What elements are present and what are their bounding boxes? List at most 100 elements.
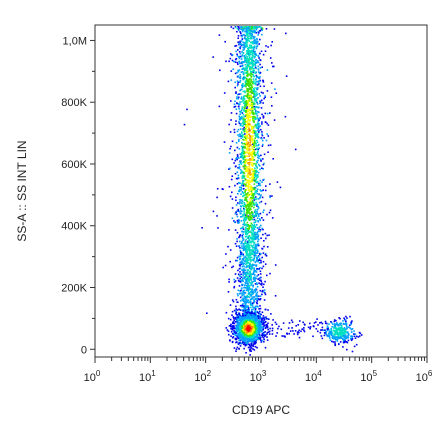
event-dot — [246, 166, 248, 168]
event-dot — [267, 331, 270, 333]
event-dot — [255, 322, 258, 325]
event-dot — [319, 331, 322, 334]
event-dot — [253, 206, 255, 209]
event-dot — [238, 43, 240, 46]
event-dot — [255, 305, 258, 308]
event-dot — [249, 144, 251, 146]
event-dot — [256, 285, 259, 288]
event-dot — [254, 192, 256, 194]
event-dot — [255, 160, 258, 163]
event-dot — [246, 57, 248, 60]
event-dot — [255, 71, 257, 73]
event-dot — [255, 181, 257, 183]
event-dot — [246, 74, 248, 77]
event-dot — [252, 93, 255, 95]
event-dot — [251, 311, 253, 313]
event-dot — [251, 26, 253, 29]
event-dot — [291, 327, 293, 329]
event-dot — [244, 248, 246, 250]
event-dot — [270, 44, 272, 47]
event-dot — [231, 198, 234, 200]
event-dot — [256, 336, 259, 339]
event-dot — [252, 175, 254, 178]
event-dot — [254, 339, 257, 341]
event-dot — [248, 338, 251, 341]
event-dot — [253, 70, 256, 72]
event-dot — [243, 100, 245, 103]
event-dot — [242, 34, 244, 36]
event-dot — [256, 38, 259, 41]
event-dot — [256, 60, 259, 62]
event-dot — [238, 221, 240, 224]
event-dot — [276, 181, 279, 183]
event-dot — [256, 282, 258, 284]
event-dot — [253, 256, 256, 258]
event-dot — [236, 293, 239, 295]
event-dot — [343, 318, 346, 321]
event-dot — [249, 84, 252, 87]
event-dot — [249, 282, 252, 285]
event-dot — [236, 334, 238, 336]
event-dot — [256, 141, 259, 143]
event-dot — [222, 266, 224, 269]
event-dot — [241, 305, 243, 307]
event-dot — [216, 215, 218, 217]
event-dot — [237, 273, 240, 276]
event-dot — [247, 273, 250, 275]
event-dot — [258, 326, 261, 328]
event-dot — [259, 267, 261, 269]
event-dot — [268, 333, 271, 335]
event-dot — [243, 126, 245, 129]
event-dot — [246, 210, 248, 213]
event-dot — [263, 137, 265, 139]
event-dot — [236, 96, 238, 98]
event-dot — [336, 322, 338, 324]
event-dot — [246, 328, 249, 331]
event-dot — [351, 337, 353, 339]
event-dot — [342, 320, 344, 322]
event-dot — [333, 320, 336, 323]
event-dot — [333, 333, 336, 336]
event-dot — [272, 65, 274, 68]
event-dot — [235, 158, 237, 160]
event-dot — [245, 199, 247, 201]
event-dot — [257, 207, 260, 209]
event-dot — [255, 118, 257, 121]
event-dot — [241, 241, 243, 244]
event-dot — [242, 277, 244, 280]
event-dot — [229, 249, 232, 251]
event-dot — [346, 348, 348, 351]
event-dot — [254, 131, 257, 134]
event-dot — [249, 284, 251, 287]
event-dot — [253, 193, 256, 196]
event-dot — [351, 350, 354, 353]
event-dot — [253, 296, 256, 298]
event-dot — [245, 275, 247, 278]
event-dot — [252, 326, 254, 328]
event-dot — [243, 146, 245, 149]
event-dot — [235, 157, 238, 159]
data-points — [183, 26, 363, 356]
event-dot — [254, 322, 256, 324]
event-dot — [239, 309, 242, 311]
event-dot — [260, 99, 263, 102]
event-dot — [257, 243, 260, 245]
event-dot — [238, 293, 241, 295]
event-dot — [271, 329, 274, 332]
event-dot — [250, 97, 253, 99]
event-dot — [360, 334, 363, 336]
event-dot — [256, 80, 258, 83]
event-dot — [249, 346, 251, 348]
event-dot — [284, 336, 286, 338]
event-dot — [263, 299, 266, 301]
event-dot — [248, 137, 250, 139]
event-dot — [250, 306, 252, 309]
event-dot — [258, 201, 261, 204]
event-dot — [237, 301, 239, 303]
event-dot — [264, 280, 266, 283]
event-dot — [231, 191, 233, 194]
event-dot — [244, 35, 246, 37]
event-dot — [333, 334, 336, 337]
event-dot — [246, 57, 249, 60]
event-dot — [242, 44, 244, 46]
